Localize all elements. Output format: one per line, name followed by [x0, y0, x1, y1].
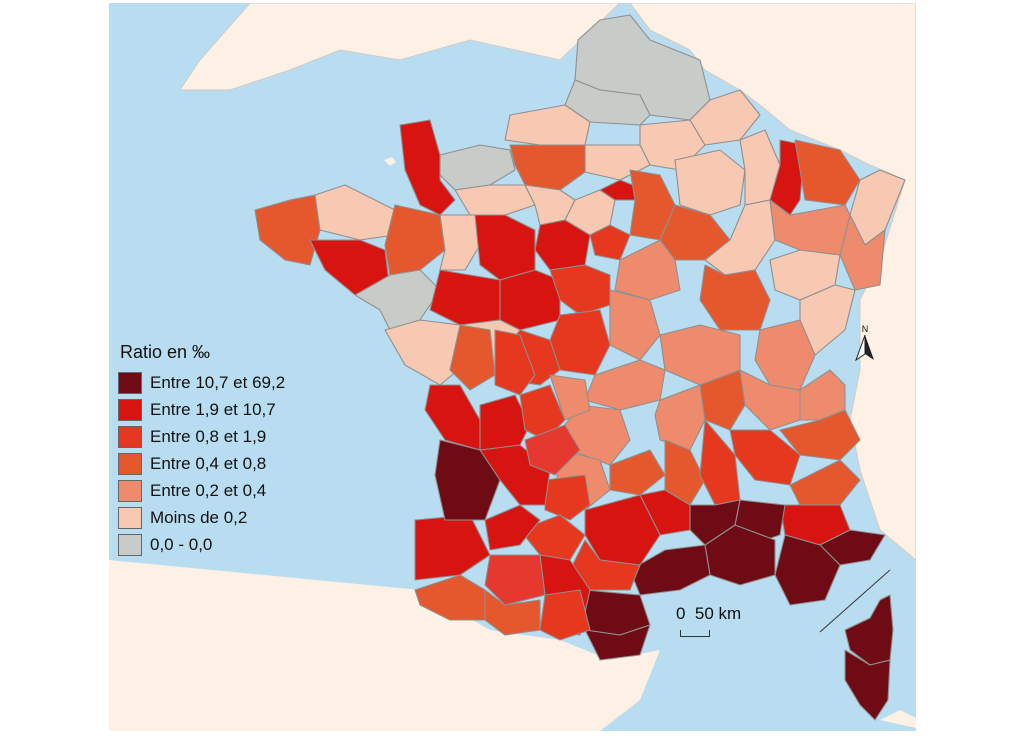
dept-yonne	[614, 239, 681, 301]
dept-corse-du-sud	[844, 649, 891, 721]
dept-nievre	[609, 289, 661, 361]
legend-label: Entre 0,4 et 0,8	[150, 453, 267, 473]
scale-bar	[680, 630, 710, 637]
channel-island	[384, 157, 396, 166]
dept-seine-maritime	[509, 144, 586, 191]
legend-item: Entre 0,8 et 1,9	[118, 423, 285, 450]
legend-swatch	[118, 398, 142, 421]
dept-manche	[399, 119, 456, 216]
dept-haute-loire	[609, 449, 666, 496]
legend-swatch	[118, 452, 142, 475]
north-arrow-icon	[865, 335, 874, 360]
dept-lot-et-garonne	[484, 504, 541, 551]
legend-label: Entre 10,7 et 69,2	[150, 372, 286, 392]
legend-swatch	[118, 371, 142, 394]
france-choropleth-map	[109, 3, 916, 731]
legend-item: Moins de 0,2	[118, 504, 285, 531]
legend-label: Entre 0,8 et 1,9	[150, 426, 267, 446]
dept-essonne	[589, 224, 631, 261]
dept-vienne	[494, 329, 536, 396]
dept-creuse	[549, 374, 591, 421]
legend-label: 0,0 - 0,0	[150, 534, 213, 554]
dept-gers	[484, 554, 546, 606]
map-frame	[109, 3, 916, 731]
sardinia	[880, 710, 916, 728]
legend-title: Ratio en ‰	[120, 342, 211, 362]
legend-item: 0,0 - 0,0	[118, 531, 285, 558]
departments	[254, 14, 906, 721]
dept-ariege	[539, 589, 591, 641]
scale-label: 0 50 km	[676, 604, 742, 623]
dept-pyrenees-orientales	[584, 624, 651, 661]
legend-item: Entre 10,7 et 69,2	[118, 369, 285, 396]
legend-swatch	[118, 479, 142, 502]
dept-tarn-et-garonne	[519, 514, 586, 561]
legend: Ratio en ‰ Entre 10,7 et 69,2 Entre 1,9 …	[118, 342, 285, 558]
dept-cote-d-or	[699, 264, 771, 331]
dept-deux-sevres	[449, 324, 496, 391]
dept-correze	[524, 424, 581, 476]
legend-label: Moins de 0,2	[150, 507, 248, 527]
dept-moselle	[794, 139, 861, 206]
legend-label: Entre 1,9 et 10,7	[150, 399, 276, 419]
dept-loir-et-cher	[499, 269, 561, 331]
legend-label: Entre 0,2 et 0,4	[150, 480, 267, 500]
dept-vosges	[769, 199, 851, 256]
dept-charente	[479, 394, 531, 451]
dept-rhone	[699, 369, 746, 431]
north-arrow: N	[852, 322, 878, 369]
north-arrow-icon-half	[855, 334, 866, 362]
legend-item: Entre 0,4 et 0,8	[118, 450, 285, 477]
dept-ardeche	[664, 439, 706, 506]
inset-separator-line	[819, 569, 891, 633]
dept-calvados	[439, 144, 516, 191]
legend-item: Entre 1,9 et 10,7	[118, 396, 285, 423]
legend-swatch	[118, 425, 142, 448]
legend-swatch	[118, 533, 142, 556]
dept-ardennes	[689, 89, 761, 146]
dept-marne	[674, 149, 746, 216]
spain	[109, 560, 660, 731]
legend-swatch	[118, 506, 142, 529]
legend-item: Entre 0,2 et 0,4	[118, 477, 285, 504]
dept-hautes-alpes	[789, 459, 861, 506]
dept-loire-atlantique	[354, 269, 441, 331]
north-label: N	[862, 324, 869, 334]
